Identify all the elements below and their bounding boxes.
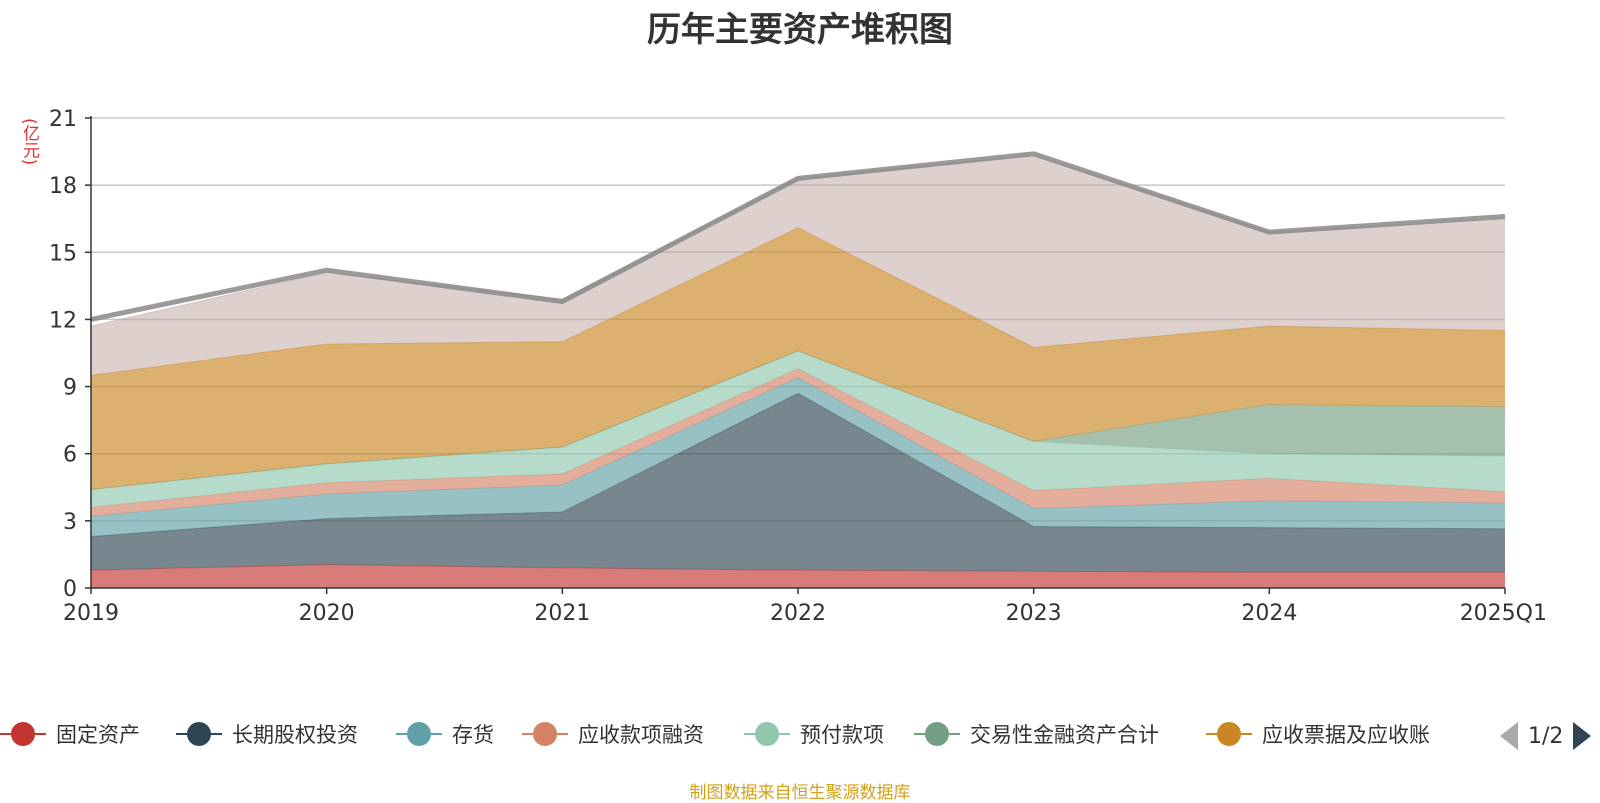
y-tick-label: 21 xyxy=(49,107,77,132)
legend-marker-icon xyxy=(1206,722,1252,746)
legend-marker-icon xyxy=(522,722,568,746)
area-固定资产 xyxy=(91,564,1505,588)
pager-next-icon[interactable] xyxy=(1573,722,1592,750)
legend-label: 预付款项 xyxy=(800,723,884,747)
x-tick-label: 2023 xyxy=(1006,601,1062,626)
legend-item-prepayments[interactable]: 预付款项 xyxy=(744,716,884,752)
legend-item-notes-accounts-receivable[interactable]: 应收票据及应收账 xyxy=(1206,716,1430,752)
y-tick-label: 18 xyxy=(49,174,77,199)
y-tick-label: 15 xyxy=(49,241,77,266)
data-source-note: 制图数据来自恒生聚源数据库 xyxy=(689,783,911,803)
area-应收票据及应收账 xyxy=(91,227,1505,490)
legend-item-inventory[interactable]: 存货 xyxy=(396,716,494,752)
y-tick-label: 9 xyxy=(63,376,77,401)
legend-marker-icon xyxy=(0,722,46,746)
area-预付款项 xyxy=(91,350,1505,508)
x-tick-label: 2024 xyxy=(1241,601,1297,626)
area-存货 xyxy=(91,377,1505,537)
pager-prev-icon[interactable] xyxy=(1500,722,1518,750)
legend-item-receivables-financing[interactable]: 应收款项融资 xyxy=(522,716,704,752)
legend-label: 应收款项融资 xyxy=(578,723,704,747)
legend-label: 交易性金融资产合计 xyxy=(970,723,1159,747)
x-tick-label: 2021 xyxy=(534,601,590,626)
x-tick-label: 2022 xyxy=(770,601,826,626)
total-line xyxy=(90,151,1506,322)
legend-label: 存货 xyxy=(452,723,494,747)
chart-title: 历年主要资产堆积图 xyxy=(647,10,953,50)
y-tick-label: 12 xyxy=(49,308,77,333)
x-tick-label: 2025Q1 xyxy=(1460,601,1547,626)
legend-marker-icon xyxy=(914,722,960,746)
pager-page-indicator: 1/2 xyxy=(1528,723,1564,749)
y-tick-label: 3 xyxy=(63,510,77,535)
y-axis-unit-label: (亿元) xyxy=(19,118,39,166)
y-tick-label: 0 xyxy=(63,577,77,602)
stacked-area-chart: 0 3 6 9 12 15 18 21 2019 2020 2021 2022 2023 2024 2025… xyxy=(49,107,1547,626)
legend-label: 应收票据及应收账 xyxy=(1262,723,1430,747)
legend-marker-icon xyxy=(176,722,222,746)
legend: 固定资产 长期股权投资 存货 应收款项融资 预付款项 交易性金融资产合计 应收票… xyxy=(0,716,1600,756)
x-tick-label: 2020 xyxy=(299,601,355,626)
legend-pager: 1/2 xyxy=(1500,718,1592,754)
axes: 0 3 6 9 12 15 18 21 2019 2020 2021 2022 2023 2024 2025… xyxy=(49,107,1547,626)
area-交易性金融资产合计 xyxy=(91,350,1505,490)
x-tick-label: 2019 xyxy=(63,601,119,626)
area-series xyxy=(90,151,1506,588)
y-tick-label: 6 xyxy=(63,443,77,468)
legend-marker-icon xyxy=(744,722,790,746)
legend-label: 固定资产 xyxy=(56,723,140,747)
legend-marker-icon xyxy=(396,722,442,746)
legend-item-trading-financial-assets[interactable]: 交易性金融资产合计 xyxy=(914,716,1159,752)
legend-item-long-term-equity[interactable]: 长期股权投资 xyxy=(176,716,358,752)
area-其他 xyxy=(91,154,1505,376)
legend-item-fixed-assets[interactable]: 固定资产 xyxy=(0,716,140,752)
legend-label: 长期股权投资 xyxy=(232,723,358,747)
area-应收款项融资 xyxy=(91,368,1505,517)
